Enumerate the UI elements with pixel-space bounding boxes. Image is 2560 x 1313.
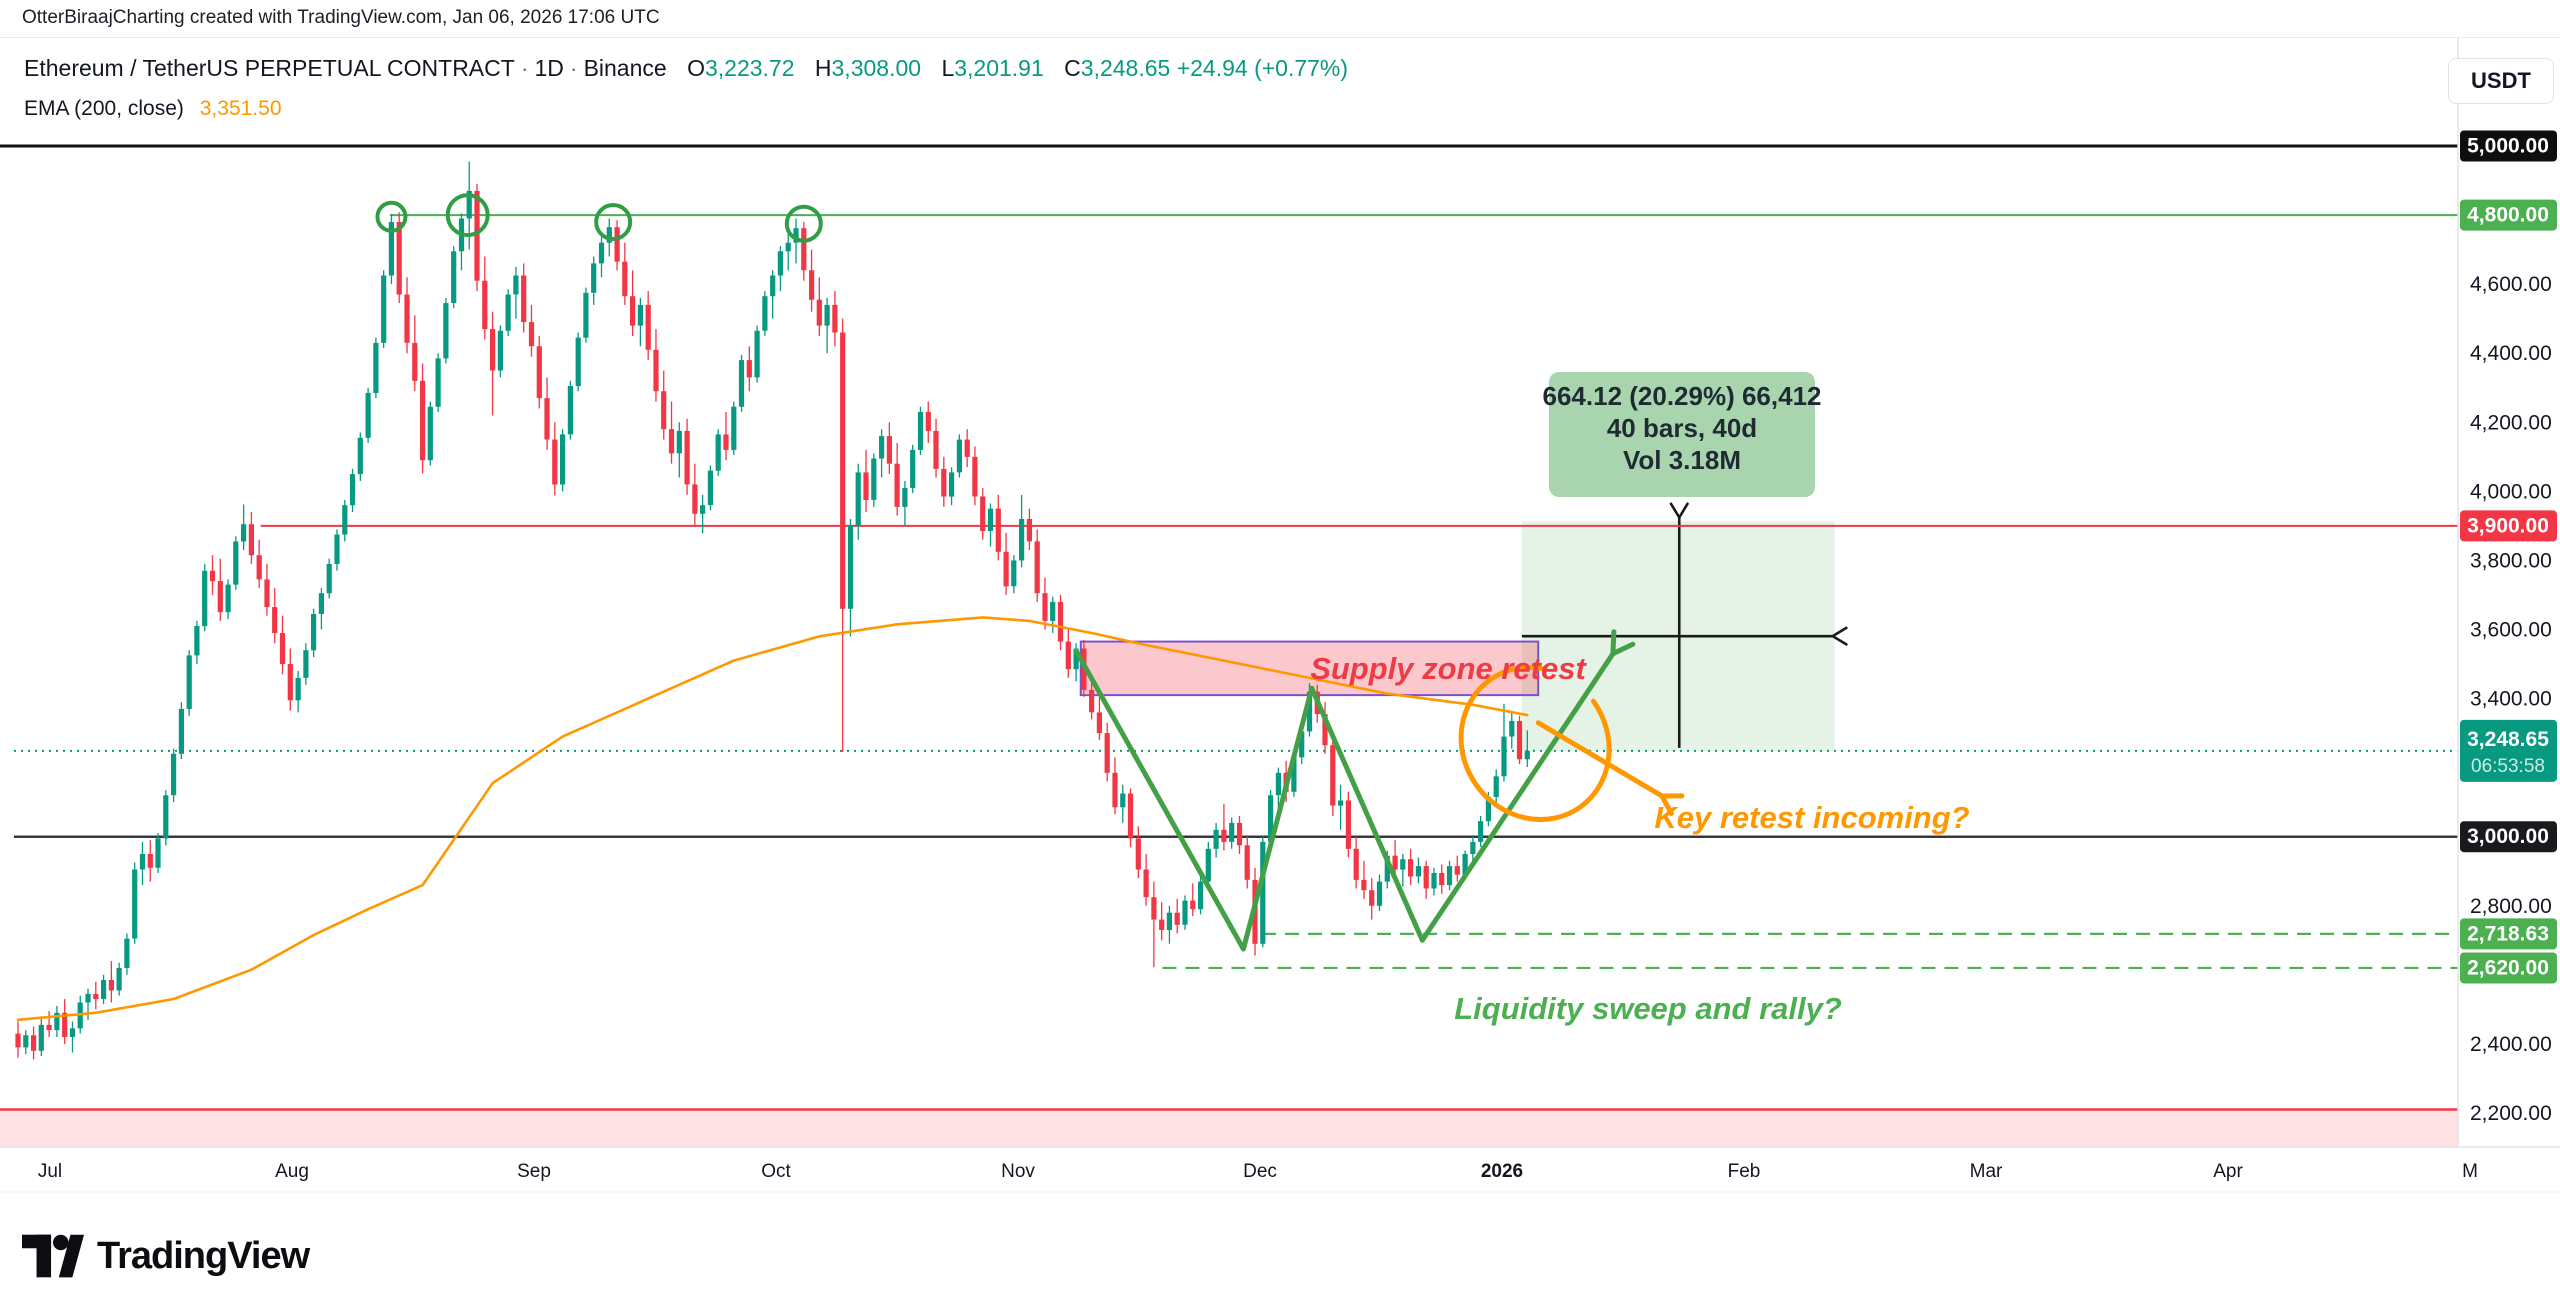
price-tick: 2,800.00 [2470, 895, 2552, 918]
price-badge: 3,000.00 [2460, 821, 2557, 853]
interval-label[interactable]: 1D [534, 55, 564, 81]
time-tick: Nov [1001, 1161, 1035, 1182]
high-value: 3,308.00 [831, 55, 922, 81]
symbol-title[interactable]: Ethereum / TetherUS PERPETUAL CONTRACT [24, 55, 515, 81]
indicator-value: 3,351.50 [199, 97, 282, 120]
low-label: L [941, 55, 955, 81]
svg-text:5,000.00: 5,000.00 [2467, 135, 2549, 158]
svg-text:40 bars, 40d: 40 bars, 40d [1607, 413, 1757, 443]
price-axis[interactable]: 4,600.00 4,400.00 4,200.00 4,000.00 3,800.00… [2457, 36, 2560, 1147]
indicator-name[interactable]: EMA (200, close) [24, 97, 184, 120]
svg-text:06:53:58: 06:53:58 [2471, 756, 2545, 777]
attribution-text: OtterBiraajCharting created with Trading… [22, 7, 660, 28]
svg-text:3,248.65: 3,248.65 [2467, 728, 2549, 751]
tradingview-logo: TradingView [22, 1234, 310, 1278]
change-value: +24.94 (+0.77%) [1176, 55, 1349, 81]
indicator-row: EMA (200, close) 3,351.50 [24, 97, 282, 121]
price-tick: 4,600.00 [2470, 273, 2552, 296]
price-badge: 3,248.65 06:53:58 [2460, 719, 2557, 782]
price-badge: 4,800.00 [2460, 199, 2557, 231]
retest-circle[interactable] [1431, 638, 1638, 848]
annotation-supply-zone-retest[interactable]: Supply zone retest [1310, 651, 1587, 686]
time-tick: Oct [761, 1161, 791, 1182]
price-badge: 3,900.00 [2460, 510, 2557, 542]
price-badge: 2,620.00 [2460, 952, 2557, 984]
tradingview-logo-text: TradingView [97, 1234, 310, 1277]
price-tick: 4,400.00 [2470, 342, 2552, 365]
svg-text:3,000.00: 3,000.00 [2467, 825, 2549, 848]
svg-text:664.12 (20.29%) 66,412: 664.12 (20.29%) 66,412 [1543, 381, 1822, 411]
ema-line [16, 616, 1529, 1022]
time-tick: Sep [517, 1161, 551, 1182]
price-tick: 3,800.00 [2470, 549, 2552, 572]
attribution-bar: OtterBiraajCharting created with Trading… [0, 0, 2560, 37]
price-badge: 5,000.00 [2460, 130, 2557, 162]
time-tick: Feb [1728, 1161, 1761, 1182]
candles-layer [15, 161, 1530, 1060]
separator-dot: · [520, 55, 529, 81]
svg-text:3,900.00: 3,900.00 [2467, 514, 2549, 537]
zigzag-pattern[interactable] [1073, 629, 1636, 952]
open-label: O [687, 55, 705, 81]
separator-dot: · [569, 55, 578, 81]
time-tick: Apr [2213, 1161, 2243, 1182]
time-tick: M [2462, 1161, 2478, 1182]
currency-toggle-button[interactable]: USDT [2448, 58, 2554, 104]
svg-text:4,800.00: 4,800.00 [2467, 204, 2549, 227]
high-label: H [814, 55, 832, 81]
retest-arrow[interactable] [1535, 720, 1685, 817]
annotation-liquidity-sweep[interactable]: Liquidity sweep and rally? [1454, 991, 1842, 1026]
close-label: C [1064, 55, 1081, 81]
low-value: 3,201.91 [954, 55, 1044, 81]
top-touch-circles [375, 193, 823, 243]
time-tick: Jul [38, 1161, 62, 1182]
time-tick: Aug [275, 1161, 309, 1182]
annotation-key-retest[interactable]: Key retest incoming? [1654, 800, 1969, 835]
svg-text:Vol 3.18M: Vol 3.18M [1623, 445, 1741, 475]
price-badge: 2,718.63 [2460, 918, 2557, 950]
exchange-label: Binance [583, 55, 667, 81]
price-tick: 4,200.00 [2470, 411, 2552, 434]
topbar-separator [0, 37, 2560, 38]
time-axis[interactable]: Jul Aug Sep Oct Nov Dec 2026 Feb Mar Apr M [0, 1146, 2560, 1193]
price-tick: 2,200.00 [2470, 1102, 2552, 1125]
tradingview-logo-icon [22, 1234, 84, 1278]
close-value: 3,248.65 [1080, 55, 1171, 81]
time-tick: Mar [1970, 1161, 2003, 1182]
price-tick: 2,400.00 [2470, 1033, 2552, 1056]
time-tick: Dec [1243, 1161, 1277, 1182]
price-tick: 4,000.00 [2470, 480, 2552, 503]
svg-text:2,620.00: 2,620.00 [2467, 956, 2549, 979]
svg-text:2,718.63: 2,718.63 [2467, 922, 2549, 945]
price-levels[interactable] [14, 214, 2458, 970]
symbol-row: Ethereum / TetherUS PERPETUAL CONTRACT · 1… [24, 55, 1348, 82]
time-tick: 2026 [1481, 1161, 1523, 1182]
price-tick: 3,400.00 [2470, 688, 2552, 711]
price-tick: 3,600.00 [2470, 619, 2552, 642]
open-value: 3,223.72 [704, 55, 795, 81]
bottom-zone-band [0, 1108, 2458, 1147]
